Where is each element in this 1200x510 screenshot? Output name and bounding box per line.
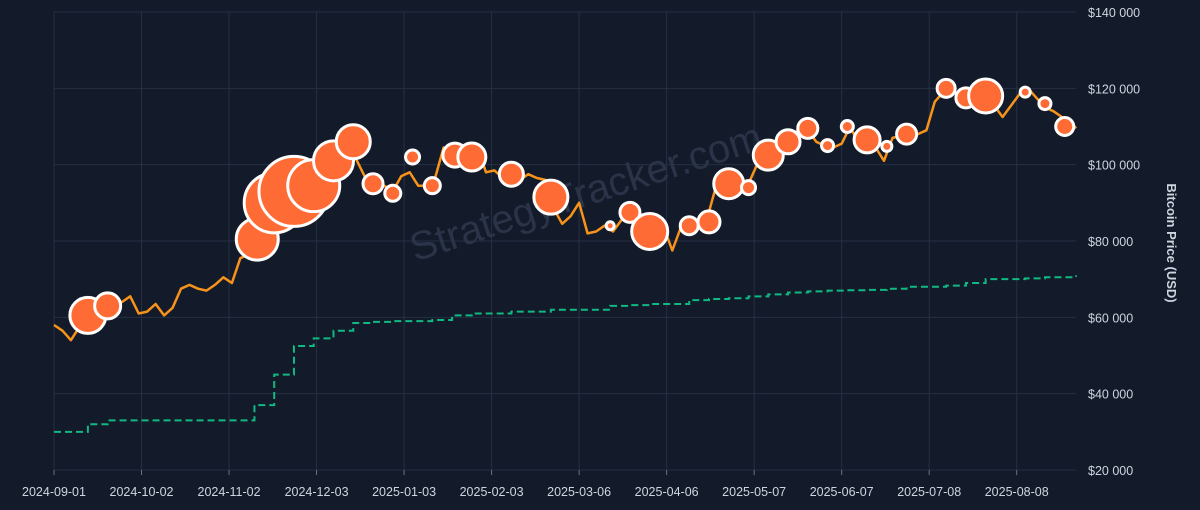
x-tick-label: 2024-11-02 bbox=[198, 485, 261, 499]
y-tick-label: $100 000 bbox=[1088, 159, 1140, 173]
y-axis-ticks: $20 000 $40 000 $60 000 $80 000 $100 000 $120… bbox=[1088, 6, 1140, 478]
y-tick-label: $120 000 bbox=[1088, 82, 1140, 96]
purchase-bubble bbox=[1054, 116, 1076, 137]
purchase-bubble bbox=[796, 116, 820, 140]
purchase-bubble bbox=[1018, 85, 1032, 99]
purchase-bubble bbox=[895, 122, 919, 146]
purchase-bubble bbox=[404, 148, 422, 166]
y-tick-label: $80 000 bbox=[1088, 235, 1133, 249]
y-tick-label: $140 000 bbox=[1088, 6, 1140, 20]
purchase-bubble bbox=[678, 215, 700, 237]
y-tick-label: $40 000 bbox=[1088, 388, 1133, 402]
x-axis-ticks: 2024-09-01 2024-10-02 2024-11-02 2024-12-03… bbox=[22, 470, 1049, 499]
x-tick-label: 2025-04-06 bbox=[635, 485, 699, 499]
x-tick-label: 2025-01-03 bbox=[372, 485, 436, 499]
purchase-bubble bbox=[935, 77, 957, 99]
x-tick-label: 2025-07-08 bbox=[897, 485, 961, 499]
x-tick-label: 2025-02-03 bbox=[460, 485, 524, 499]
y-tick-label: $60 000 bbox=[1088, 311, 1133, 325]
purchase-bubble bbox=[880, 139, 894, 153]
y-axis-title: Bitcoin Price (USD) bbox=[1164, 183, 1179, 302]
grid-lines bbox=[53, 11, 1076, 471]
purchase-bubble bbox=[618, 200, 642, 224]
purchase-bubble bbox=[852, 125, 882, 155]
purchase-bubble bbox=[712, 167, 746, 201]
purchase-bubble bbox=[361, 172, 385, 196]
purchase-bubble bbox=[604, 220, 616, 232]
avg-cost-series bbox=[54, 275, 1077, 433]
purchase-bubble bbox=[696, 209, 722, 235]
purchase-bubble bbox=[740, 179, 758, 197]
x-tick-label: 2024-12-03 bbox=[285, 485, 349, 499]
x-tick-label: 2025-03-06 bbox=[547, 485, 611, 499]
purchase-bubble bbox=[422, 176, 442, 196]
purchase-bubble bbox=[1037, 96, 1053, 112]
purchase-bubble bbox=[93, 291, 123, 321]
purchase-bubble bbox=[774, 128, 802, 156]
avg-cost-line bbox=[54, 275, 1077, 433]
x-tick-label: 2025-05-07 bbox=[722, 485, 786, 499]
purchase-bubble bbox=[820, 138, 836, 154]
purchase-bubble bbox=[751, 138, 785, 172]
x-tick-label: 2024-10-02 bbox=[110, 485, 174, 499]
purchase-bubble bbox=[334, 123, 372, 161]
x-tick-label: 2025-06-07 bbox=[810, 485, 874, 499]
y-tick-label: $20 000 bbox=[1088, 464, 1133, 478]
x-tick-label: 2025-08-08 bbox=[985, 485, 1049, 499]
purchase-bubble bbox=[383, 183, 403, 203]
purchase-bubble bbox=[630, 211, 670, 251]
purchase-bubble bbox=[839, 119, 855, 134]
purchase-bubble bbox=[497, 160, 525, 188]
purchase-bubble bbox=[532, 178, 570, 216]
purchase-bubble bbox=[967, 77, 1005, 115]
purchase-series bbox=[68, 77, 1076, 335]
x-tick-label: 2024-09-01 bbox=[22, 485, 86, 499]
purchase-bubble bbox=[456, 141, 488, 173]
